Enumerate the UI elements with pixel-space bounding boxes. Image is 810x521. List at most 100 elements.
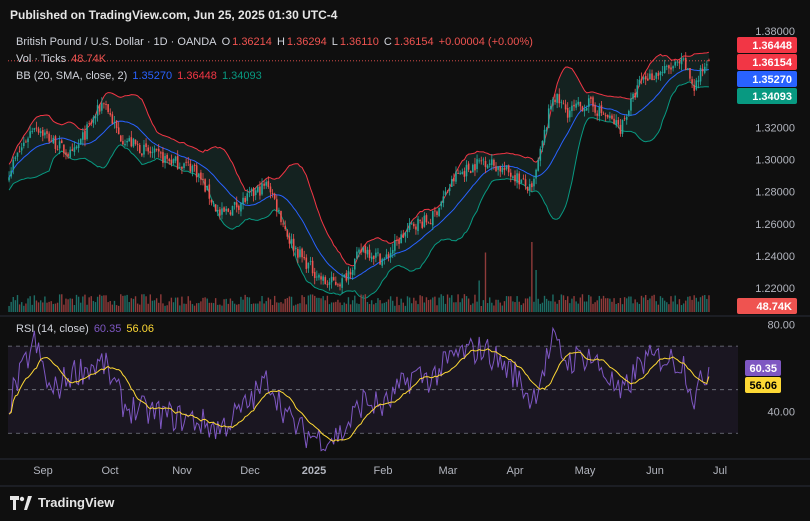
candle-body [539,148,542,161]
time-axis-label: Jul [713,465,727,477]
volume-bar [640,295,643,312]
candle-body [179,166,181,168]
candle-body [94,116,97,119]
candle-body [659,71,662,75]
candle-body [347,271,350,280]
volume-bar [697,301,700,312]
candle-body [556,93,558,103]
volume-bar [632,303,634,312]
volume-bar [101,295,103,312]
candle-body [701,68,704,72]
volume-bar [687,296,689,312]
volume-bar [389,296,392,312]
candle-body [459,172,461,174]
candle-body [246,193,249,201]
volume-bar [115,305,118,312]
volume-legend[interactable]: Vol · Ticks 48.74K [16,53,108,65]
candle-body [44,132,46,136]
candle-body [170,159,173,165]
candles [8,52,710,294]
volume-bar [427,300,430,312]
candle-body [242,197,244,205]
volume-bar [273,295,276,312]
volume-bar [510,296,512,312]
candle-body [678,61,681,64]
tradingview-brand[interactable]: TradingView [10,495,114,510]
candle-body [250,189,253,192]
candle-body [684,57,687,71]
candle-body [419,220,421,221]
candle-body [343,274,346,277]
volume-bar [541,302,544,312]
volume-bar [533,301,535,312]
time-axis-label: Jun [646,465,664,477]
volume-badge-bg [737,298,797,314]
candle-body [394,240,396,251]
candle-body [240,203,242,212]
volume-bar [71,298,73,312]
candle-body [67,153,69,157]
rsi-ma-line [8,348,710,442]
candle-body [575,103,577,108]
volume-bar [467,298,470,312]
candle-body [478,160,480,162]
candle-body [288,236,291,244]
volume-bar [82,296,84,312]
volume-bar [514,302,516,312]
volume-bar [438,297,440,312]
volume-bar [166,305,168,312]
bb-upper-line [8,51,710,267]
volume-bar [221,305,223,312]
candle-body [396,239,398,241]
volume-bar [25,303,27,312]
volume-bar [596,300,598,312]
candle-body [360,249,362,253]
candle-body [668,65,670,69]
candle-body [547,108,550,129]
candle-body [126,141,128,143]
candle-body [318,274,320,278]
change-value: +0.00004 (+0.00%) [438,36,533,48]
symbol-legend[interactable]: British Pound / U.S. Dollar · 1D · OANDA… [16,36,533,48]
volume-bar [556,303,558,312]
candle-body [269,186,272,193]
volume-bar [708,295,710,312]
rsi-legend[interactable]: RSI (14, close) 60.35 56.06 [16,323,156,335]
volume-bar [383,302,385,312]
volume-bar [560,294,563,312]
volume-bar [680,305,683,312]
candle-body [206,185,209,191]
candle-body [132,138,135,147]
price-badge: 1.35270 [737,71,797,87]
volume-bar [299,303,301,312]
volume-bar [257,303,259,312]
tradingview-logo-icon [10,495,32,510]
bb-legend[interactable]: BB (20, SMA, close, 2) 1.35270 1.36448 1… [16,70,264,82]
price-tick-label: 1.38000 [755,26,795,38]
volume-bar [598,295,601,312]
candle-body [107,104,109,113]
candle-body [29,131,31,138]
rsi-badge-bg [745,377,781,393]
price-axis: 1.38000 1.32000 1.30000 1.28000 1.26000 1.240… [755,26,795,295]
volume-bar [316,297,318,312]
candle-body [520,179,523,183]
volume-bar [292,305,295,312]
volume-bar [634,299,636,312]
candle-body [653,78,655,80]
candle-body [141,153,143,156]
volume-bar [482,300,485,312]
candle-body [644,76,647,80]
candle-body [86,124,88,139]
volume-bar [535,270,537,312]
volume-bar [193,305,196,312]
volume-bar [320,298,322,312]
volume-bar [58,294,61,312]
volume-bar [303,296,305,312]
rsi-badge: 56.06 [745,377,781,393]
candle-body [39,131,42,134]
candle-body [119,135,122,142]
volume-bar [678,299,681,312]
volume-bar [276,302,278,312]
